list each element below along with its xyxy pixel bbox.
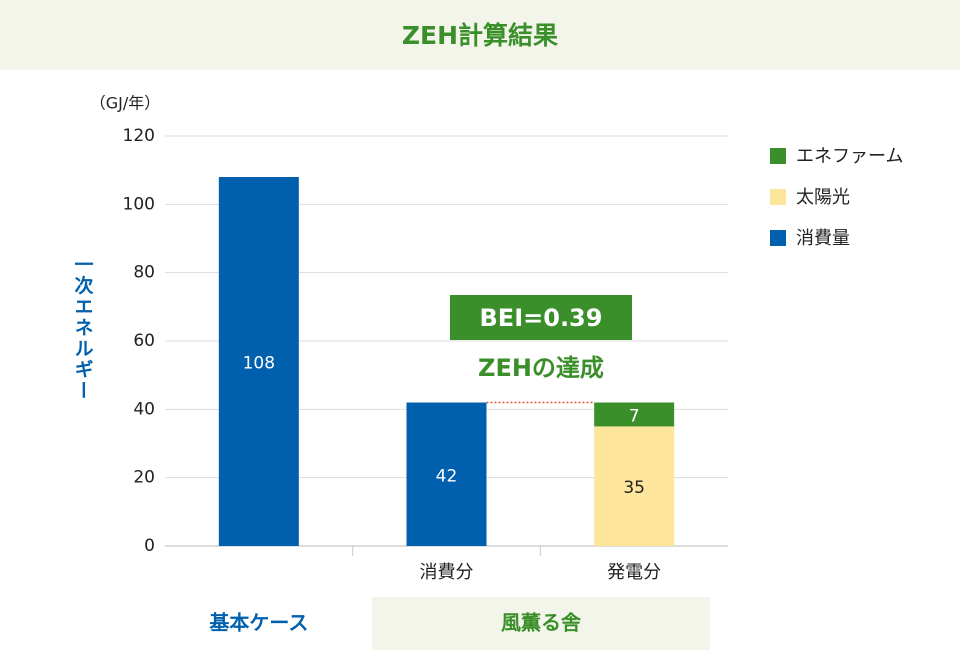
legend-swatch	[770, 189, 786, 205]
y-tick-label: 100	[123, 194, 155, 214]
data-label: 42	[436, 466, 458, 486]
y-tick-label: 0	[144, 536, 155, 556]
bar	[594, 426, 675, 546]
y-tick-label: 120	[123, 126, 155, 146]
data-label: 108	[243, 354, 275, 374]
title-band	[0, 0, 960, 70]
y-axis-label: 一次エネルギー	[72, 255, 94, 402]
annotation: BEI=0.39	[480, 304, 603, 332]
x-tick-label: 発電分	[607, 562, 661, 583]
legend-label: 太陽光	[796, 187, 850, 208]
annotation-box	[450, 295, 632, 340]
group-label: 風薫る舎	[501, 611, 582, 635]
legend-swatch	[770, 148, 786, 164]
legend-label: エネファーム	[796, 146, 903, 167]
bar	[406, 402, 487, 546]
y-tick-label: 60	[133, 331, 155, 351]
annotation: ZEHの達成	[478, 354, 604, 382]
group-label: 基本ケース	[209, 611, 308, 635]
bar	[594, 402, 675, 427]
legend-label: 消費量	[796, 228, 850, 249]
y-tick-label: 20	[133, 468, 155, 488]
group-band	[372, 597, 710, 650]
y-tick-label: 80	[133, 263, 155, 283]
bar	[218, 177, 299, 546]
data-label: 7	[629, 406, 640, 426]
chart-title: ZEH計算結果	[402, 21, 558, 50]
unit-label: （GJ/年）	[90, 94, 161, 113]
x-tick-label: 消費分	[420, 562, 474, 583]
y-tick-label: 40	[133, 399, 155, 419]
legend-swatch	[770, 230, 786, 246]
data-label: 35	[623, 478, 645, 498]
